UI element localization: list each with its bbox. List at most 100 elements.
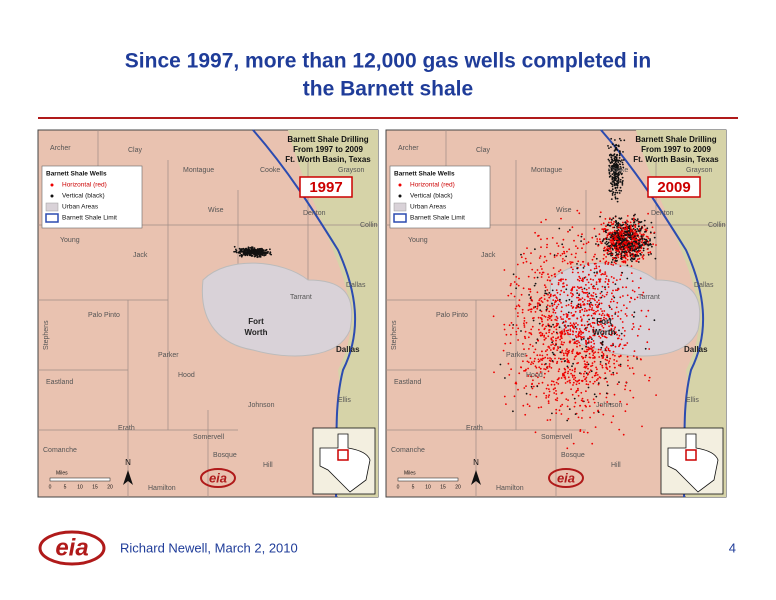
legend-dot bbox=[50, 194, 54, 198]
county-label: Hamilton bbox=[148, 485, 176, 492]
map-heading: Barnett Shale Drilling bbox=[287, 135, 368, 144]
county-label: Parker bbox=[158, 352, 179, 359]
county-label: Young bbox=[60, 237, 80, 244]
county-label: Stephens bbox=[43, 320, 50, 350]
county-label: Wise bbox=[208, 207, 224, 214]
city-label: Fort bbox=[596, 317, 612, 326]
county-label: Somervell bbox=[193, 434, 225, 441]
legend-item: Barnett Shale Limit bbox=[410, 215, 465, 222]
county-label: Grayson bbox=[338, 167, 365, 174]
outside-region bbox=[288, 130, 378, 497]
county-label: Johnson bbox=[596, 402, 623, 409]
map-logo: eia bbox=[209, 470, 227, 485]
county-label: Montague bbox=[531, 167, 562, 174]
county-label: Dallas bbox=[346, 282, 366, 289]
north-arrow-shape bbox=[123, 470, 133, 485]
county-label: Ellis bbox=[686, 397, 699, 404]
legend-dot bbox=[398, 194, 402, 198]
county-label: Jack bbox=[481, 252, 496, 259]
legend-item: Barnett Shale Limit bbox=[62, 215, 117, 222]
county-label: Montague bbox=[183, 167, 214, 174]
county-label: Hill bbox=[263, 462, 273, 469]
legend-item: Vertical (black) bbox=[62, 193, 105, 200]
year-box bbox=[299, 176, 353, 198]
county-label: Collin bbox=[360, 222, 378, 229]
map-heading: From 1997 to 2009 bbox=[641, 145, 711, 154]
scale-tick: 5 bbox=[412, 484, 415, 490]
county-label: Eastland bbox=[46, 379, 73, 386]
title-line: Since 1997, more than 12,000 gas wells c… bbox=[125, 50, 651, 73]
scale-tick: 0 bbox=[49, 484, 52, 490]
county-label: Collin bbox=[708, 222, 726, 229]
county-label: Dallas bbox=[694, 282, 714, 289]
map-heading: Ft. Worth Basin, Texas bbox=[633, 155, 719, 164]
county-label: Cooke bbox=[608, 167, 628, 174]
county-label: Tarrant bbox=[290, 294, 312, 301]
page-number: 4 bbox=[729, 540, 736, 555]
year-label: 1997 bbox=[309, 179, 342, 196]
county-label: Somervell bbox=[541, 434, 573, 441]
title-line: the Barnett shale bbox=[303, 78, 473, 101]
legend-swatch bbox=[393, 202, 407, 212]
legend-item: Horizontal (red) bbox=[62, 182, 107, 189]
north-arrow: N bbox=[125, 458, 131, 467]
scale-tick: 10 bbox=[425, 484, 431, 490]
map-2009: Archer Clay Montague Cooke Grayson Wise Denton… bbox=[385, 129, 727, 498]
scale-label: Miles bbox=[56, 470, 68, 476]
county-label: Stephens bbox=[391, 320, 398, 350]
map-logo-ring bbox=[200, 468, 236, 488]
county-label: Erath bbox=[118, 425, 135, 432]
north-arrow-shape bbox=[471, 470, 481, 485]
legend-swatch bbox=[45, 202, 59, 212]
legend-title: Barnett Shale Wells bbox=[394, 171, 455, 178]
legend-item: Urban Areas bbox=[62, 204, 99, 211]
scale-tick: 5 bbox=[64, 484, 67, 490]
county-label: Palo Pinto bbox=[436, 312, 468, 319]
county-label: Eastland bbox=[394, 379, 421, 386]
city-label: Worth bbox=[593, 328, 616, 337]
map-heading: Barnett Shale Drilling bbox=[635, 135, 716, 144]
county-label: Cooke bbox=[260, 167, 280, 174]
legend-title: Barnett Shale Wells bbox=[46, 171, 107, 178]
county-label: Jack bbox=[133, 252, 148, 259]
city-label: Dallas bbox=[684, 345, 708, 354]
legend-item: Horizontal (red) bbox=[410, 182, 455, 189]
map-logo: eia bbox=[557, 470, 575, 485]
inset-texas bbox=[319, 433, 371, 493]
city-label: Fort bbox=[248, 317, 264, 326]
county-label: Young bbox=[408, 237, 428, 244]
county-label: Hamilton bbox=[496, 485, 524, 492]
legend-swatch bbox=[45, 213, 59, 223]
logo-text: eia bbox=[55, 534, 88, 561]
county-label: Denton bbox=[303, 210, 326, 217]
inset-locator bbox=[337, 449, 349, 461]
county-label: Clay bbox=[476, 147, 491, 154]
north-arrow: N bbox=[473, 458, 479, 467]
scale-label: Miles bbox=[404, 470, 416, 476]
outside-region bbox=[636, 130, 726, 497]
county-label: Hill bbox=[611, 462, 621, 469]
scale-bar bbox=[49, 477, 111, 482]
inset-texas bbox=[667, 433, 719, 493]
scale-tick: 20 bbox=[107, 484, 113, 490]
urban-area bbox=[201, 262, 353, 357]
county-label: Tarrant bbox=[638, 294, 660, 301]
map-heading: From 1997 to 2009 bbox=[293, 145, 363, 154]
scale-tick: 10 bbox=[77, 484, 83, 490]
scale-tick: 0 bbox=[397, 484, 400, 490]
legend-item: Urban Areas bbox=[410, 204, 447, 211]
county-label: Comanche bbox=[391, 447, 425, 454]
year-box bbox=[647, 176, 701, 198]
county-label: Comanche bbox=[43, 447, 77, 454]
county-label: Archer bbox=[398, 145, 419, 152]
county-label: Bosque bbox=[213, 452, 237, 459]
year-label: 2009 bbox=[657, 179, 690, 196]
county-label: Parker bbox=[506, 352, 527, 359]
map-heading: Ft. Worth Basin, Texas bbox=[285, 155, 371, 164]
county-label: Archer bbox=[50, 145, 71, 152]
county-label: Clay bbox=[128, 147, 143, 154]
county-label: Hood bbox=[178, 372, 195, 379]
map-1997: Archer Clay Montague Cooke Grayson Wise Denton… bbox=[37, 129, 379, 498]
county-label: Ellis bbox=[338, 397, 351, 404]
